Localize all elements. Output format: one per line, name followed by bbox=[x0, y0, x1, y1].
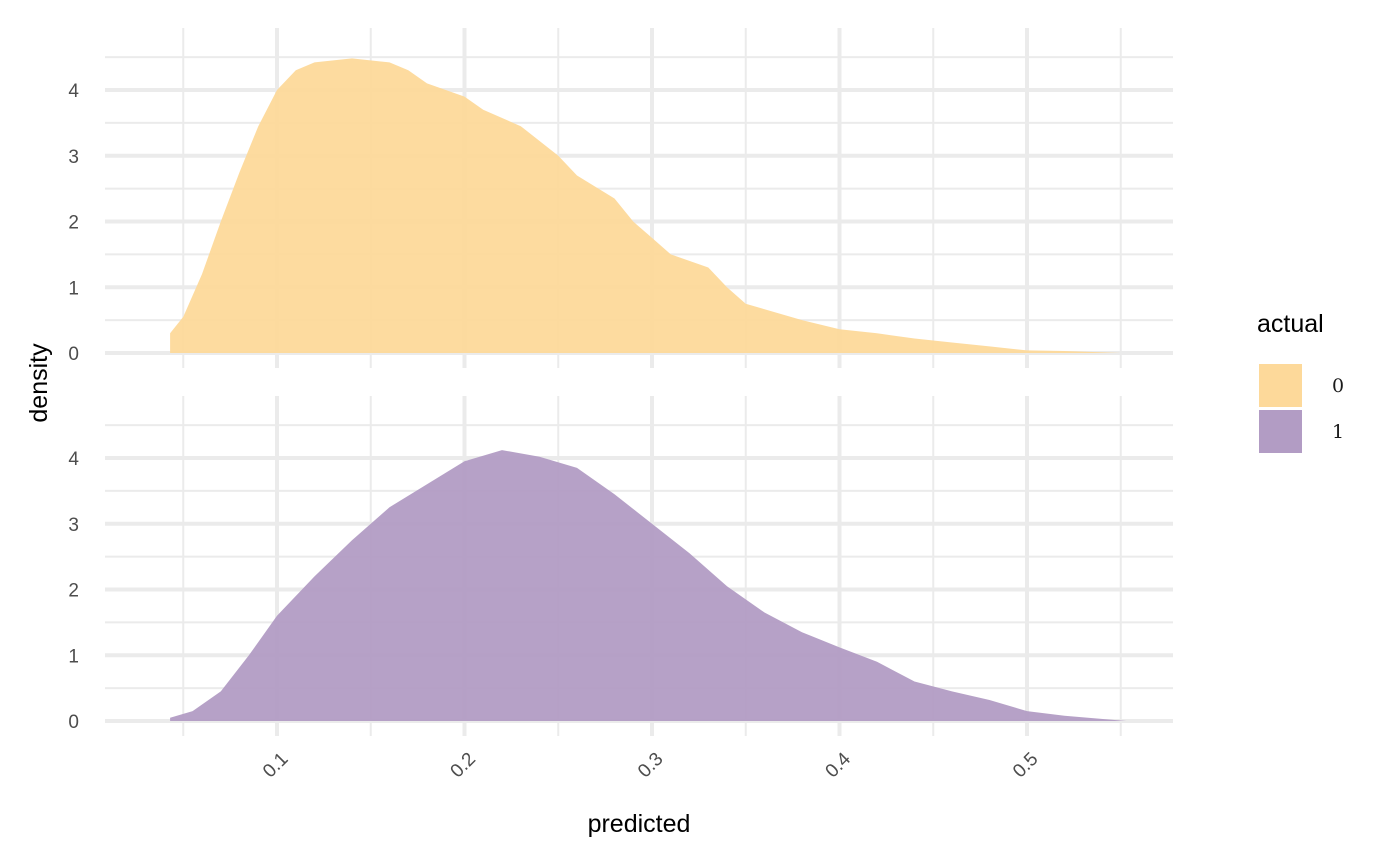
facet-panels: 0 1 2 3 4 0 1 2 3 4 bbox=[68, 28, 1173, 736]
y-tick-label: 0 bbox=[68, 344, 79, 365]
y-tick-label: 3 bbox=[68, 147, 79, 168]
x-tick-label: 0.3 bbox=[634, 749, 668, 783]
legend: actual 01 bbox=[1257, 310, 1344, 453]
y-tick-label: 0 bbox=[68, 712, 79, 733]
legend-label-0: 0 bbox=[1332, 375, 1344, 397]
legend-key-1 bbox=[1259, 410, 1302, 453]
x-tick-label: 0.1 bbox=[259, 749, 293, 783]
legend-title: actual bbox=[1257, 310, 1324, 338]
y-axis-title: density bbox=[25, 343, 53, 423]
density-area-0 bbox=[170, 58, 1121, 354]
y-tick-label: 1 bbox=[68, 646, 79, 667]
legend-label-1: 1 bbox=[1332, 421, 1344, 443]
x-axis-ticks: 0.1 0.2 0.3 0.4 0.5 bbox=[259, 748, 1043, 782]
density-area-1 bbox=[170, 450, 1127, 721]
y-tick-label: 3 bbox=[68, 515, 79, 536]
legend-entries: 01 bbox=[1259, 364, 1344, 453]
x-tick-label: 0.4 bbox=[822, 748, 856, 782]
facet-panel-0: 0 1 2 3 4 bbox=[68, 28, 1173, 368]
y-tick-label: 4 bbox=[68, 449, 79, 470]
y-tick-label: 2 bbox=[68, 581, 79, 602]
facet-panel-1: 0 1 2 3 4 bbox=[68, 396, 1173, 736]
y-tick-label: 2 bbox=[68, 213, 79, 234]
x-tick-label: 0.2 bbox=[447, 749, 481, 783]
y-tick-label: 1 bbox=[68, 278, 79, 299]
x-tick-label: 0.5 bbox=[1009, 749, 1043, 783]
x-axis-title: predicted bbox=[588, 810, 691, 838]
y-tick-label: 4 bbox=[68, 81, 79, 102]
legend-key-0 bbox=[1259, 364, 1302, 407]
